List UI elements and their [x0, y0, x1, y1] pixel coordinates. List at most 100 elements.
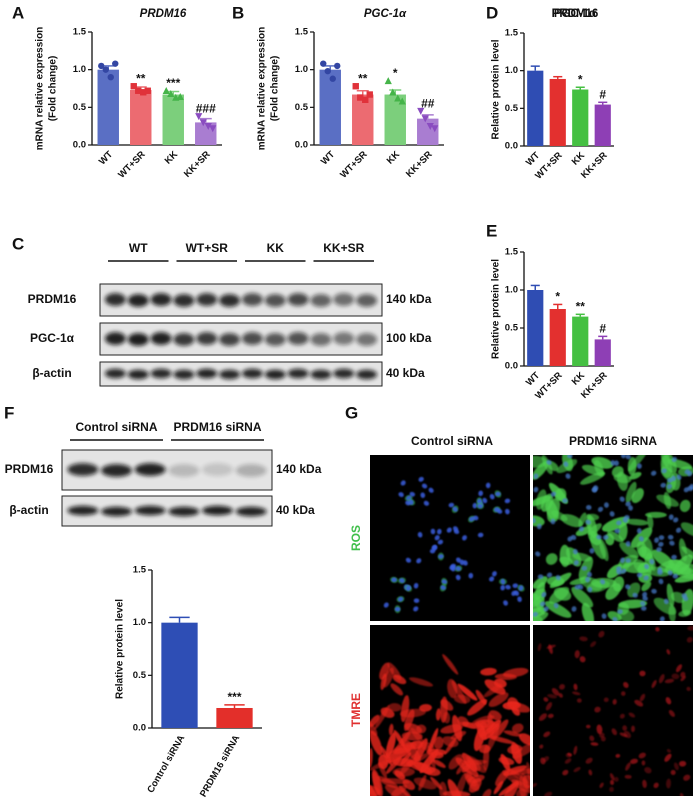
y-axis-label: Relative protein level	[115, 599, 126, 699]
x-tick-label: PRDM16 siRNA	[198, 733, 242, 799]
red-cell	[503, 667, 529, 678]
data-point	[421, 115, 429, 123]
error-bar	[575, 86, 585, 90]
red-cell	[625, 762, 631, 771]
red-cell	[498, 782, 519, 796]
nucleus	[620, 557, 625, 563]
significance-label: ##	[421, 96, 435, 110]
blot-band	[127, 333, 149, 346]
nucleus	[651, 588, 657, 594]
row-label: ROS	[349, 525, 363, 551]
nucleus	[413, 582, 419, 589]
red-cell	[558, 693, 563, 698]
y-tick-label: 0.0	[73, 140, 86, 151]
blot-size-label: 140 kDa	[386, 292, 432, 306]
green-cell	[575, 526, 592, 537]
y-axis-label: Relative protein level	[491, 39, 502, 139]
data-point	[107, 74, 114, 81]
column-label: PRDM16 siRNA	[569, 434, 657, 448]
nucleus	[596, 534, 602, 540]
significance-label: ***	[227, 690, 241, 704]
bar	[130, 90, 152, 145]
lane-group-label: Control siRNA	[76, 420, 158, 434]
y-tick-label: 0.0	[505, 141, 518, 152]
lane-group-label: PRDM16 siRNA	[173, 420, 261, 434]
blot-band	[168, 464, 200, 477]
nucleus	[656, 547, 662, 552]
red-cell	[609, 786, 614, 792]
blot-band	[150, 332, 172, 345]
red-cell	[456, 763, 465, 775]
y-axis-label: (Fold change)	[48, 56, 59, 122]
error-bar	[224, 704, 245, 708]
green-cell	[607, 611, 622, 621]
nucleus	[441, 579, 448, 585]
green-cell	[680, 522, 693, 537]
red-cell	[585, 724, 591, 729]
significance-label: **	[136, 71, 146, 85]
chart-title: PGC-1α	[364, 8, 407, 20]
blot-band	[104, 293, 126, 306]
red-cell	[547, 713, 554, 719]
red-cell	[668, 709, 675, 717]
nucleus	[683, 487, 690, 493]
red-cell	[442, 736, 459, 748]
red-cell	[559, 684, 565, 690]
nucleus	[659, 616, 665, 621]
green-cell	[627, 456, 637, 476]
blot-band	[287, 293, 309, 306]
nucleus	[478, 490, 483, 497]
red-cell	[590, 742, 599, 746]
nucleus	[636, 463, 642, 469]
panel-label: D	[486, 3, 498, 22]
nucleus	[453, 529, 460, 535]
blot-band	[264, 333, 286, 346]
y-tick-label: 1.5	[133, 565, 147, 576]
red-cell	[385, 732, 396, 759]
nucleus	[399, 578, 405, 583]
nucleus	[413, 598, 420, 603]
nucleus	[658, 535, 665, 540]
x-tick-label: KK	[570, 370, 588, 388]
red-cell	[370, 730, 383, 756]
bar	[97, 69, 119, 145]
green-cell	[629, 472, 642, 480]
red-cell	[370, 719, 378, 736]
red-cell	[526, 761, 530, 781]
blot-band	[134, 505, 166, 516]
nucleus	[612, 616, 618, 621]
nucleus	[405, 557, 412, 563]
y-tick-label: 1.0	[133, 617, 146, 628]
data-point	[199, 119, 207, 127]
blot-band	[150, 368, 172, 379]
green-cell	[656, 494, 679, 507]
data-point	[167, 89, 175, 97]
error-bar	[598, 335, 608, 340]
y-tick-label: 0.5	[505, 323, 519, 334]
blot-band	[264, 294, 286, 307]
data-point	[389, 88, 397, 96]
nucleus	[667, 534, 674, 540]
red-cell	[666, 778, 671, 789]
bar	[549, 309, 566, 366]
nucleus	[593, 485, 599, 491]
blot-band	[287, 332, 309, 345]
red-cell	[539, 744, 544, 749]
green-cell	[534, 582, 546, 601]
nucleus	[644, 563, 650, 570]
red-cell	[488, 692, 509, 707]
red-cell	[631, 725, 635, 733]
blot-band	[241, 332, 263, 345]
green-cell	[533, 455, 548, 468]
nucleus	[671, 554, 677, 560]
blot-band	[219, 369, 241, 380]
cells	[533, 625, 693, 796]
bar	[572, 89, 589, 146]
red-cell	[644, 767, 652, 774]
nucleus	[535, 551, 541, 557]
y-tick-label: 1.5	[505, 247, 519, 258]
chart-title: PRDM16	[140, 8, 187, 20]
blot-band	[168, 506, 200, 517]
nucleus	[654, 537, 660, 543]
nucleus	[609, 511, 615, 517]
